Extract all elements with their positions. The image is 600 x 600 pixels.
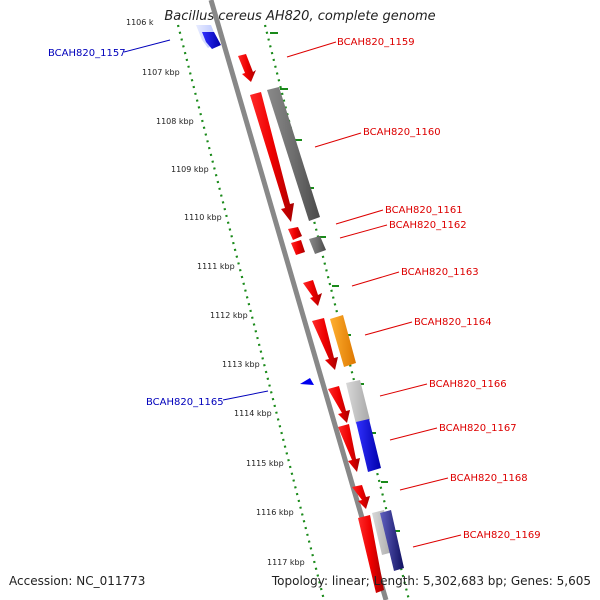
tick-label: 1110 kbp <box>184 213 222 222</box>
tick-label: 1117 kbp <box>267 558 305 567</box>
gene-label[interactable]: BCAH820_1160 <box>363 127 441 138</box>
gene-1168-shape[interactable] <box>352 485 370 509</box>
gene-blue-shape[interactable] <box>356 419 381 472</box>
gene-orange-shape[interactable] <box>330 315 356 367</box>
kbp-tick-labels: 1106 k 1107 kbp 1108 kbp 1109 kbp 1110 k… <box>126 18 305 567</box>
gene-1169-shape[interactable] <box>358 515 384 593</box>
accession-text: Accession: NC_011773 <box>9 574 146 588</box>
tick-label: 1108 kbp <box>156 117 194 126</box>
tick-label: 1114 kbp <box>234 409 272 418</box>
tick-label: 1116 kbp <box>256 508 294 517</box>
gene-label[interactable]: BCAH820_1161 <box>385 205 463 216</box>
gene-gray-b-shape[interactable] <box>309 236 326 254</box>
tick-label: 1115 kbp <box>246 459 284 468</box>
tick-label: 1111 kbp <box>197 262 235 271</box>
tick-label: 1113 kbp <box>222 360 260 369</box>
tick-label: 1107 kbp <box>142 68 180 77</box>
tick-label: 1106 k <box>126 18 154 27</box>
gene-1157-shape-dark[interactable] <box>202 32 221 49</box>
tick-label: 1112 kbp <box>210 311 248 320</box>
gene-1161-shape[interactable] <box>288 227 302 240</box>
genome-title: Bacillus cereus AH820, complete genome <box>164 9 436 24</box>
gene-label[interactable]: BCAH820_1164 <box>414 317 492 328</box>
gene-label[interactable]: BCAH820_1159 <box>337 37 415 48</box>
label-leaders <box>123 39 462 548</box>
gene-1164-shape[interactable] <box>312 318 338 370</box>
gene-label[interactable]: BCAH820_1169 <box>463 530 541 541</box>
gene-label[interactable]: BCAH820_1157 <box>48 48 126 59</box>
gene-label[interactable]: BCAH820_1165 <box>146 397 224 408</box>
gene-1159-shape[interactable] <box>238 54 256 82</box>
gene-1167-shape[interactable] <box>338 424 360 472</box>
gene-1162-shape[interactable] <box>291 240 305 255</box>
genome-summary-text: Topology: linear; Length: 5,302,683 bp; … <box>271 574 591 588</box>
gene-navy-shape[interactable] <box>380 510 404 571</box>
gene-label[interactable]: BCAH820_1163 <box>401 267 479 278</box>
gene-1163-shape[interactable] <box>303 280 322 306</box>
left-dotted-axis <box>176 24 326 600</box>
gene-label[interactable]: BCAH820_1168 <box>450 473 528 484</box>
genome-backbone <box>208 0 389 600</box>
gene-label[interactable]: BCAH820_1166 <box>429 379 507 390</box>
gene-labels: BCAH820_1157 BCAH820_1159 BCAH820_1160 B… <box>48 37 541 541</box>
tick-label: 1109 kbp <box>171 165 209 174</box>
gene-gray-a-shape[interactable] <box>267 87 320 221</box>
gene-label[interactable]: BCAH820_1162 <box>389 220 467 231</box>
gene-1165-shape[interactable] <box>300 378 314 385</box>
gene-1166-shape[interactable] <box>328 386 350 423</box>
gene-1160-shape[interactable] <box>250 92 294 222</box>
gene-label[interactable]: BCAH820_1167 <box>439 423 517 434</box>
gene-lightgray-shape[interactable] <box>346 380 370 424</box>
